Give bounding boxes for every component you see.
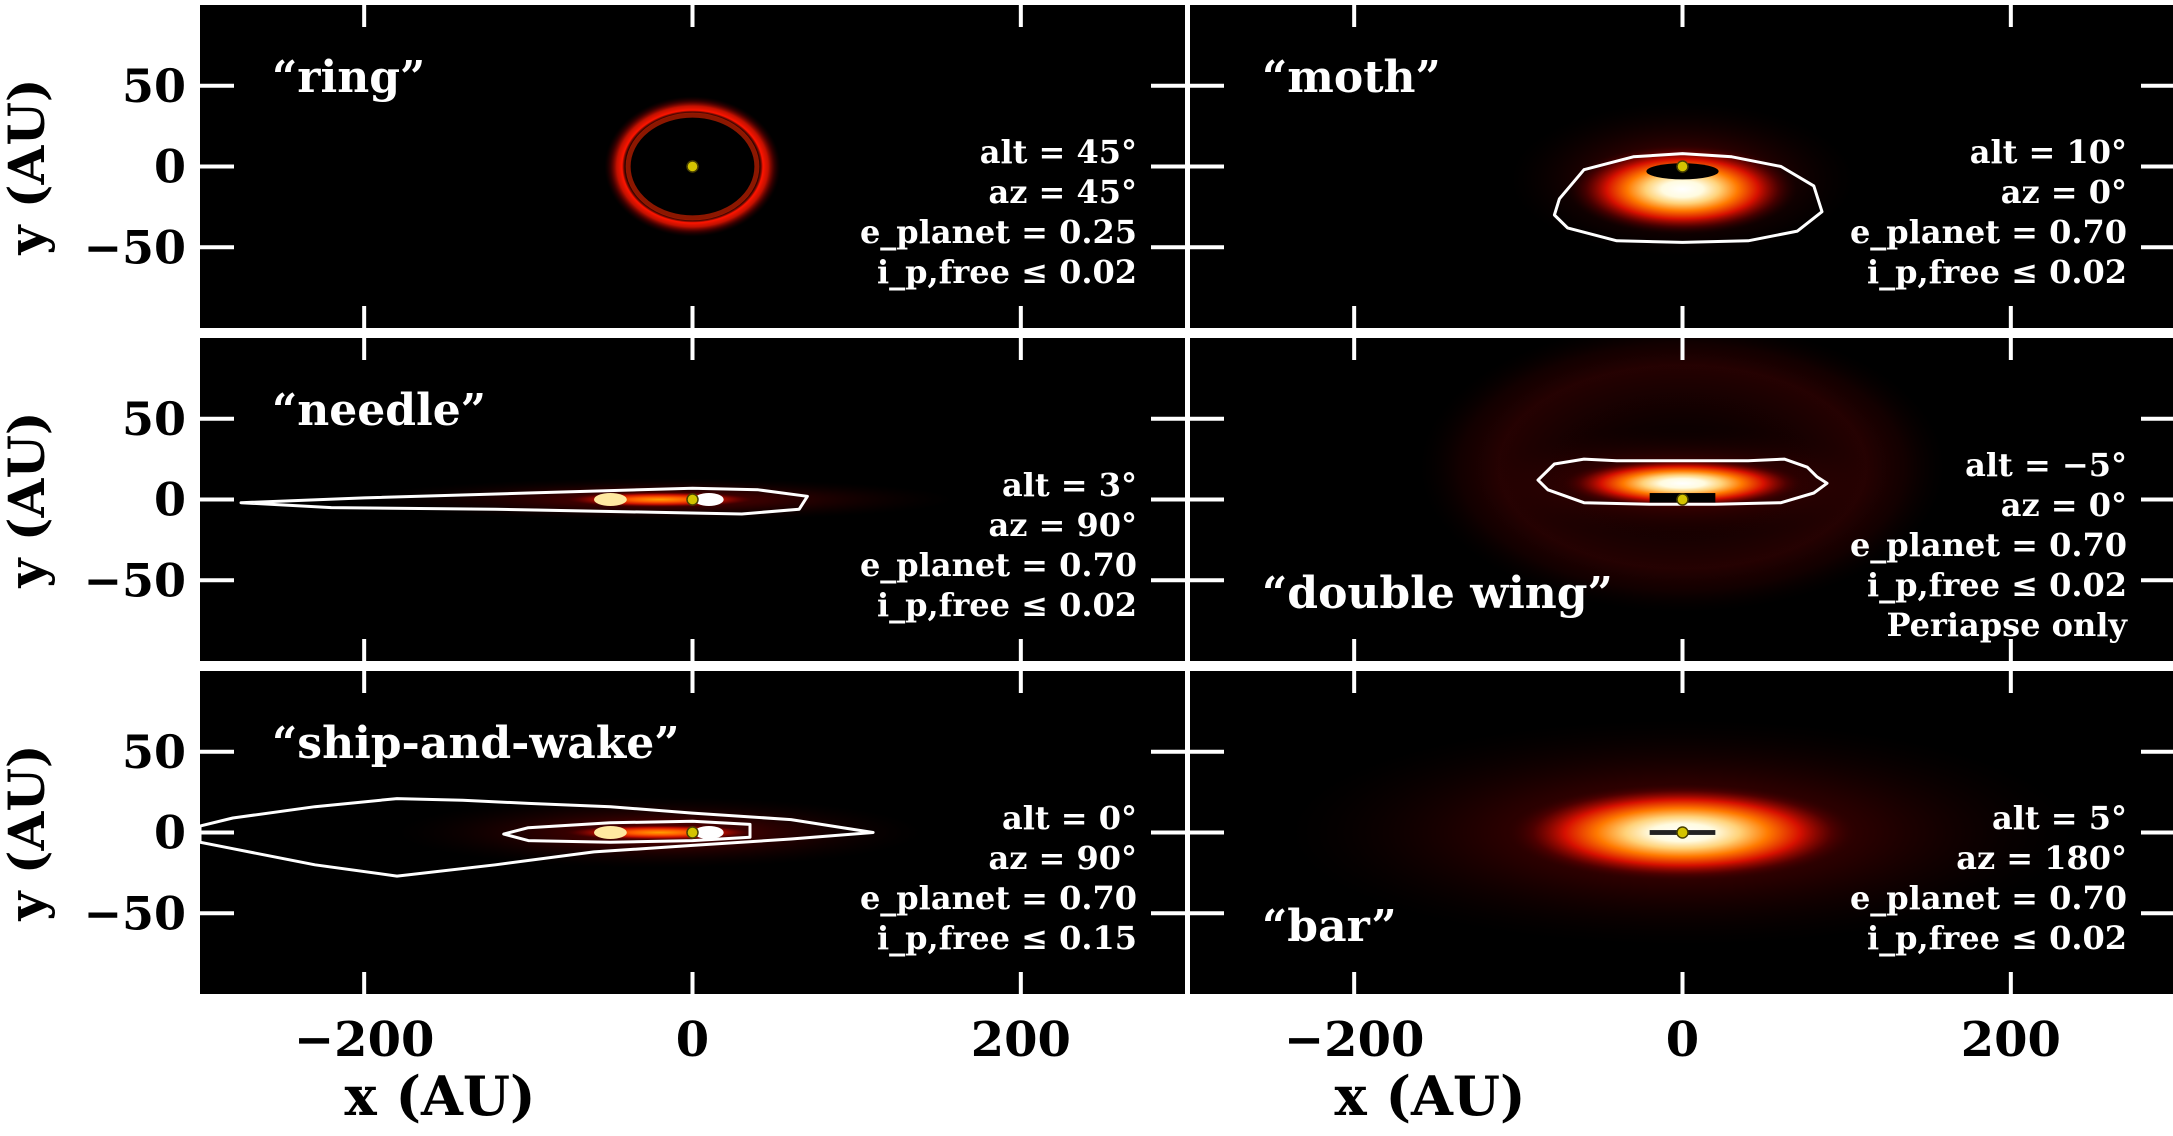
panel-title: “double wing” xyxy=(1262,568,1613,619)
y-axis-label: y (AU) xyxy=(0,744,56,921)
panel-param: e_planet = 0.25 xyxy=(860,213,1137,251)
star-marker xyxy=(686,160,699,173)
panel-param: i_p,free ≤ 0.02 xyxy=(877,253,1137,291)
wing-emission xyxy=(1559,457,1806,510)
moth-emission xyxy=(1567,143,1798,235)
x-axis-label: x (AU) xyxy=(344,1064,535,1128)
panel-image xyxy=(604,96,781,237)
panel-param: e_planet = 0.70 xyxy=(1850,879,2127,917)
panel-param: i_p,free ≤ 0.02 xyxy=(1867,566,2127,604)
panel-ship-and-wake: “ship-and-wake” alt = 0°az = 90°e_planet … xyxy=(200,671,1185,994)
needle-knot-left xyxy=(594,493,627,506)
needle-knot-left xyxy=(594,826,627,839)
panel-param: Periapse only xyxy=(1886,606,2128,644)
x-tick-label: −200 xyxy=(1284,1012,1424,1068)
y-tick-label: 50 xyxy=(122,725,186,779)
contour-2 xyxy=(502,819,752,844)
panel-param: e_planet = 0.70 xyxy=(860,546,1137,584)
y-tick-label: 50 xyxy=(122,392,186,446)
needle-core xyxy=(561,491,759,508)
x-tick-label: 200 xyxy=(971,1012,1071,1068)
y-tick-label: 0 xyxy=(154,806,186,860)
row-divider xyxy=(200,328,2173,338)
panel-param: az = 45° xyxy=(988,173,1137,211)
x-tick-label: 0 xyxy=(1666,1012,1699,1068)
panel-param: i_p,free ≤ 0.15 xyxy=(877,919,1137,957)
panels: “ring”alt = 45°az = 45°e_planet = 0.25i_… xyxy=(200,5,2173,994)
panel-param: az = 180° xyxy=(1956,839,2127,877)
panel-param: alt = 5° xyxy=(1992,799,2127,837)
panel-param: i_p,free ≤ 0.02 xyxy=(1867,253,2127,291)
panel-title: “needle” xyxy=(272,385,486,436)
panel-param: az = 90° xyxy=(988,506,1137,544)
panel-param: alt = 3° xyxy=(1002,466,1137,504)
panel-title: “bar” xyxy=(1262,901,1397,952)
y-tick-label: 50 xyxy=(122,59,186,113)
y-axis-label: y (AU) xyxy=(0,78,56,255)
panel-param: i_p,free ≤ 0.02 xyxy=(1867,919,2127,957)
panel-bar: “bar” alt = 5°az = 180°e_planet = 0.70i_p… xyxy=(1190,671,2173,994)
panel-image xyxy=(200,796,923,878)
panel-param: alt = −5° xyxy=(1965,446,2127,484)
panel-image xyxy=(239,478,956,521)
panel-image xyxy=(1288,719,2077,946)
panel-title: “ring” xyxy=(272,52,425,103)
x-tick-label: −200 xyxy=(294,1012,434,1068)
x-tick-label: 0 xyxy=(676,1012,709,1068)
axes: x (AU) x (AU) 50 0 −50 y (AU) 50 0 −50 y (AU) 50… xyxy=(0,59,2061,1128)
contour-1 xyxy=(239,486,809,516)
panel-needle: “needle” alt = 3°az = 90°e_planet = 0.70i… xyxy=(200,338,1185,661)
x-axis-label-right: x (AU) xyxy=(1334,1064,1525,1128)
panel-title: “ship-and-wake” xyxy=(272,718,680,769)
y-tick-label: −50 xyxy=(83,553,186,607)
y-tick-label: 0 xyxy=(154,140,186,194)
panel-double-wing: “double wing” alt = −5°az = 0°e_planet = … xyxy=(1190,338,2173,661)
panel-param: alt = 45° xyxy=(980,133,1137,171)
x-tick-label: 200 xyxy=(1961,1012,2061,1068)
star-marker xyxy=(1676,160,1689,173)
panel-param: alt = 0° xyxy=(1002,799,1137,837)
panel-title: “moth” xyxy=(1262,52,1441,103)
panel-param: e_planet = 0.70 xyxy=(1850,526,2127,564)
star-marker xyxy=(1676,493,1689,506)
contour-1 xyxy=(1552,152,1824,244)
panel-ring: “ring” alt = 45°az = 45°e_planet = 0.25i_… xyxy=(200,5,1185,328)
y-axis-label: y (AU) xyxy=(0,411,56,588)
ring-edge xyxy=(625,112,760,221)
contour-1 xyxy=(200,797,875,878)
panel-param: az = 0° xyxy=(2001,486,2127,524)
panel-image xyxy=(1510,102,1855,257)
panel-param: alt = 10° xyxy=(1970,133,2127,171)
needle-knot-right xyxy=(694,493,724,506)
panel-param: e_planet = 0.70 xyxy=(860,879,1137,917)
panel-image xyxy=(1419,338,1946,613)
y-tick-label: −50 xyxy=(83,886,186,940)
panel-param: az = 0° xyxy=(2001,173,2127,211)
needle-knot-right xyxy=(694,826,724,839)
column-divider xyxy=(1185,5,1190,994)
star-marker xyxy=(686,493,699,506)
star-marker xyxy=(686,826,699,839)
panel-param: i_p,free ≤ 0.02 xyxy=(877,586,1137,624)
y-tick-label: 0 xyxy=(154,473,186,527)
row-divider xyxy=(200,661,2173,671)
y-tick-label: −50 xyxy=(83,220,186,274)
panel-param: az = 90° xyxy=(988,839,1137,877)
star-marker xyxy=(1676,826,1689,839)
panel-param: e_planet = 0.70 xyxy=(1850,213,2127,251)
contour-1 xyxy=(1536,457,1829,506)
panel-moth: “moth” alt = 10°az = 0°e_planet = 0.70i_p… xyxy=(1190,5,2173,328)
